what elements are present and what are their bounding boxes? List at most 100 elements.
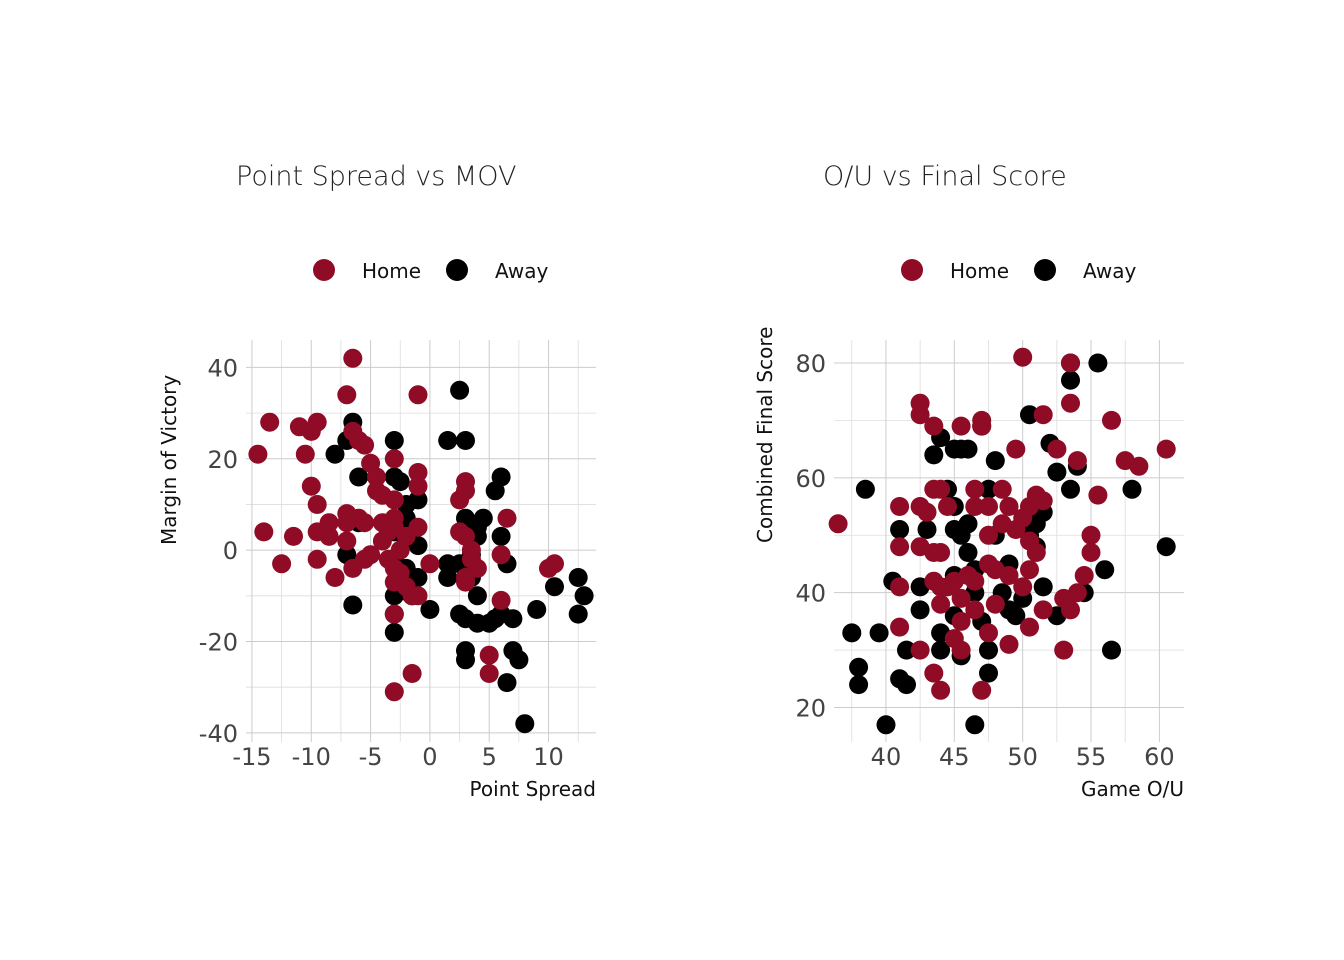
- point-away: [545, 577, 564, 597]
- point-home: [979, 497, 998, 516]
- point-home: [890, 577, 910, 597]
- point-home: [1020, 617, 1039, 637]
- legend-away-marker: [446, 259, 468, 281]
- x-tick-label: -15: [232, 743, 271, 771]
- point-away: [450, 604, 470, 624]
- point-home: [408, 476, 428, 496]
- point-home: [456, 481, 475, 501]
- point-away: [438, 568, 458, 587]
- point-home: [1013, 577, 1033, 597]
- point-home: [319, 513, 339, 533]
- point-away: [473, 508, 493, 528]
- point-away: [384, 431, 404, 450]
- point-home: [999, 566, 1019, 585]
- point-home: [951, 588, 971, 608]
- x-tick-label: 45: [939, 743, 970, 771]
- grid: [834, 340, 1184, 742]
- point-home: [965, 479, 985, 499]
- point-away: [869, 623, 889, 643]
- point-home: [979, 623, 998, 643]
- point-away: [958, 439, 978, 459]
- legend: Home Away: [901, 259, 1136, 283]
- point-home: [367, 467, 386, 487]
- point-home: [931, 543, 951, 562]
- point-away: [509, 650, 529, 670]
- x-axis-title: Game O/U: [1081, 777, 1184, 801]
- x-tick-label: 5: [482, 743, 497, 771]
- point-home: [1033, 405, 1053, 425]
- y-tick-label: 40: [207, 354, 238, 382]
- point-home: [408, 517, 428, 537]
- legend-home-marker: [313, 259, 335, 281]
- point-home: [1054, 640, 1074, 660]
- chart-title: O/U vs Final Score: [823, 161, 1067, 192]
- point-away: [979, 663, 998, 683]
- point-away: [842, 623, 862, 643]
- point-home: [931, 479, 951, 499]
- point-away: [924, 445, 944, 465]
- x-tick-label: -10: [292, 743, 331, 771]
- point-home: [319, 526, 339, 546]
- point-home: [1156, 439, 1176, 459]
- point-away: [1020, 405, 1039, 425]
- point-away: [1006, 606, 1026, 626]
- point-home: [248, 444, 268, 464]
- point-home: [1020, 560, 1039, 580]
- point-home: [408, 463, 428, 482]
- point-home: [1033, 491, 1053, 511]
- point-away: [497, 673, 517, 693]
- point-home: [999, 634, 1019, 654]
- point-away: [958, 543, 978, 562]
- point-away: [897, 640, 916, 660]
- point-home: [1026, 543, 1046, 562]
- point-away: [491, 467, 511, 487]
- point-away: [979, 640, 998, 660]
- point-away: [985, 451, 1005, 471]
- legend-away-marker: [1034, 259, 1056, 281]
- point-away: [958, 514, 978, 534]
- point-away: [491, 526, 511, 546]
- point-home: [491, 590, 511, 610]
- point-home: [254, 522, 274, 542]
- point-home: [384, 449, 404, 469]
- point-away: [384, 622, 404, 642]
- y-tick-label: -40: [199, 720, 238, 748]
- legend-home-label: Home: [950, 259, 1009, 283]
- point-home: [384, 604, 404, 624]
- x-tick-label: -5: [359, 743, 383, 771]
- series-home: [248, 348, 564, 702]
- point-away: [467, 586, 487, 606]
- point-home: [917, 502, 937, 522]
- point-home: [272, 554, 292, 574]
- point-home: [1067, 451, 1087, 471]
- point-away: [849, 657, 869, 677]
- point-home: [384, 490, 404, 510]
- point-home: [951, 640, 971, 660]
- point-home: [931, 680, 951, 700]
- point-away: [1102, 640, 1121, 660]
- point-home: [420, 554, 440, 574]
- point-home: [951, 416, 971, 436]
- point-away: [1061, 370, 1080, 390]
- point-home: [1067, 583, 1087, 603]
- point-away: [849, 675, 869, 695]
- point-home: [479, 664, 499, 683]
- point-home: [951, 611, 971, 631]
- point-home: [890, 617, 910, 637]
- point-home: [295, 444, 315, 464]
- point-away: [965, 715, 985, 735]
- point-home: [307, 412, 327, 432]
- point-away: [343, 595, 363, 615]
- point-away: [917, 520, 937, 539]
- point-home: [931, 594, 951, 614]
- point-home: [497, 508, 517, 528]
- y-axis-title: Margin of Victory: [157, 375, 181, 545]
- point-away: [527, 600, 547, 619]
- point-home: [479, 645, 499, 665]
- point-away: [890, 520, 910, 539]
- point-away: [503, 609, 523, 629]
- point-away: [456, 650, 475, 670]
- point-home: [972, 680, 992, 700]
- point-home: [337, 385, 357, 405]
- point-home: [979, 525, 998, 545]
